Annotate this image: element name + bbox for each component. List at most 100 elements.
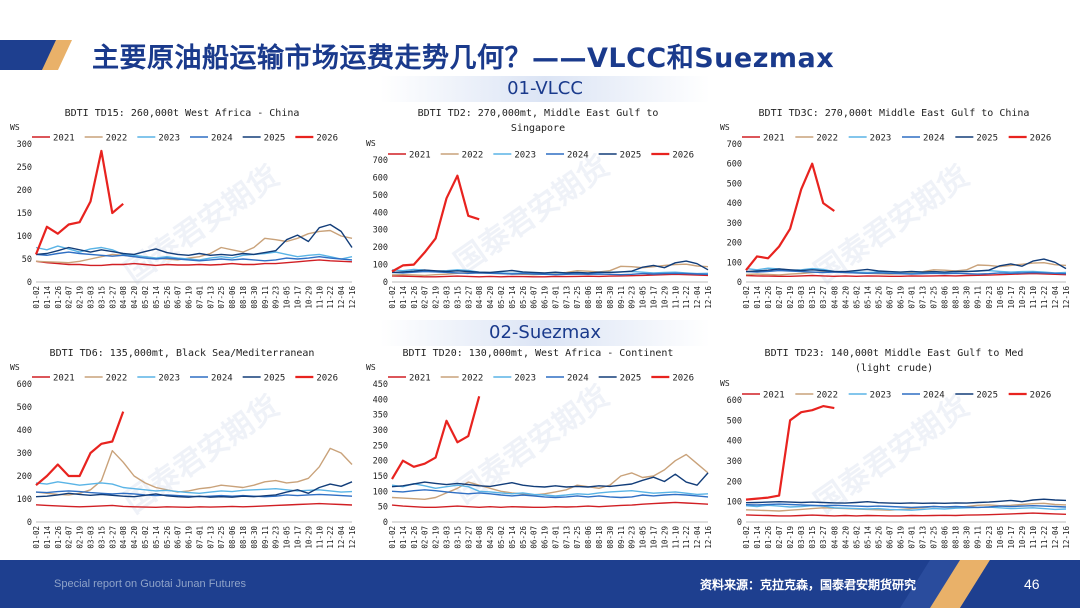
legend-label-2025: 2025 <box>976 391 998 401</box>
x-tick-label: 05-26 <box>519 286 528 309</box>
y-tick-label: 0 <box>383 278 388 288</box>
series-line-2026 <box>745 162 835 271</box>
x-tick-label: 12-04 <box>693 526 702 549</box>
section-label-vlcc: 01-VLCC <box>507 78 583 99</box>
section-band-vlcc <box>380 76 710 102</box>
x-tick-label: 11-10 <box>671 286 680 309</box>
footer-report-label: Special report on Guotai Junan Futures <box>54 578 247 590</box>
x-tick-label: 02-19 <box>76 526 85 549</box>
x-tick-label: 03-15 <box>97 526 106 549</box>
section-label-suezmax: 02-Suezmax <box>489 322 601 343</box>
chart-title: Singapore <box>511 123 565 134</box>
x-tick-label: 05-14 <box>863 286 872 309</box>
x-tick-label: 11-22 <box>682 526 691 549</box>
legend-label-2021: 2021 <box>763 391 785 401</box>
x-tick-label: 01-02 <box>742 526 751 549</box>
x-tick-label: 10-05 <box>283 286 292 309</box>
x-tick-label: 09-11 <box>617 526 626 549</box>
y-tick-label: 250 <box>373 441 388 451</box>
chart-td6: BDTI TD6: 135,000mt, Black Sea/Mediterra… <box>10 348 357 549</box>
x-tick-label: 06-07 <box>530 526 539 549</box>
x-tick-label: 01-26 <box>54 286 63 309</box>
series-line-2025 <box>391 260 709 274</box>
chart-title: BDTI TD23: 140,000t Middle East Gulf to … <box>765 348 1024 359</box>
x-tick-label: 04-20 <box>486 526 495 549</box>
x-tick-label: 01-14 <box>753 526 762 549</box>
x-tick-label: 06-07 <box>174 286 183 309</box>
x-tick-label: 05-02 <box>141 286 150 309</box>
x-tick-label: 12-16 <box>704 526 713 549</box>
x-tick-label: 01-26 <box>764 286 773 309</box>
series-line-2025 <box>35 223 353 256</box>
chart-title: BDTI TD15: 260,000t West Africa - China <box>65 108 300 119</box>
x-tick-label: 11-10 <box>1029 526 1038 549</box>
y-tick-label: 0 <box>737 518 742 528</box>
chart-td20: BDTI TD20: 130,000mt, West Africa - Cont… <box>366 348 713 549</box>
x-tick-label: 10-17 <box>650 286 659 309</box>
y-tick-label: 100 <box>17 232 32 242</box>
x-tick-label: 08-30 <box>963 286 972 309</box>
series-line-2026 <box>391 396 481 480</box>
legend-label-2024: 2024 <box>567 374 589 384</box>
chart-title: BDTI TD20: 130,000mt, West Africa - Cont… <box>403 348 674 359</box>
x-tick-label: 06-19 <box>896 526 905 549</box>
legend-label-2023: 2023 <box>514 374 536 384</box>
y-axis-unit: WS <box>10 363 20 372</box>
x-tick-label: 01-14 <box>43 526 52 549</box>
x-tick-label: 07-01 <box>551 526 560 549</box>
x-tick-label: 11-10 <box>1029 286 1038 309</box>
y-tick-label: 0 <box>383 518 388 528</box>
x-tick-label: 08-06 <box>941 526 950 549</box>
y-axis-unit: WS <box>720 379 730 388</box>
x-tick-label: 05-02 <box>852 526 861 549</box>
x-tick-label: 01-02 <box>388 286 397 309</box>
y-tick-label: 400 <box>17 426 32 436</box>
x-tick-label: 01-26 <box>410 286 419 309</box>
series-line-2023 <box>745 504 1067 511</box>
title-accent-bar <box>0 40 72 70</box>
x-tick-label: 07-01 <box>908 286 917 309</box>
x-tick-label: 08-06 <box>941 286 950 309</box>
x-tick-label: 03-27 <box>464 286 473 309</box>
x-tick-label: 10-05 <box>996 286 1005 309</box>
y-tick-label: 200 <box>17 186 32 196</box>
y-tick-label: 600 <box>727 160 742 170</box>
legend-label-2025: 2025 <box>976 134 998 144</box>
x-tick-label: 07-25 <box>930 286 939 309</box>
x-tick-label: 03-27 <box>464 526 473 549</box>
x-tick-label: 09-23 <box>985 526 994 549</box>
y-tick-label: 50 <box>378 503 388 513</box>
series-line-2026 <box>34 149 124 255</box>
y-tick-label: 300 <box>17 140 32 150</box>
x-tick-label: 08-18 <box>952 286 961 309</box>
x-tick-label: 07-13 <box>562 286 571 309</box>
x-tick-label: 06-19 <box>185 526 194 549</box>
x-tick-label: 06-19 <box>541 526 550 549</box>
y-tick-label: 0 <box>27 518 32 528</box>
x-tick-label: 05-02 <box>141 526 150 549</box>
y-tick-label: 200 <box>727 239 742 249</box>
series-line-2022 <box>35 229 353 264</box>
x-tick-label: 07-25 <box>217 526 226 549</box>
x-tick-label: 04-08 <box>475 286 484 309</box>
legend-label-2025: 2025 <box>620 374 642 384</box>
x-tick-label: 08-18 <box>239 526 248 549</box>
x-tick-label: 06-07 <box>885 286 894 309</box>
y-tick-label: 700 <box>373 156 388 166</box>
x-tick-label: 03-27 <box>819 286 828 309</box>
series-line-2021 <box>745 272 1067 277</box>
x-tick-label: 04-20 <box>841 526 850 549</box>
x-tick-label: 05-26 <box>163 526 172 549</box>
series-line-2026 <box>35 411 125 487</box>
series-line-2023 <box>391 483 709 497</box>
x-tick-label: 04-20 <box>486 286 495 309</box>
x-tick-label: 02-19 <box>786 286 795 309</box>
footer-bar <box>0 560 1080 608</box>
y-tick-label: 500 <box>373 191 388 201</box>
series-line-2021 <box>35 502 353 508</box>
x-tick-label: 12-16 <box>704 286 713 309</box>
x-tick-label: 09-11 <box>261 526 270 549</box>
legend-label-2022: 2022 <box>106 374 128 384</box>
legend-label-2024: 2024 <box>211 134 233 144</box>
x-tick-label: 01-02 <box>32 526 41 549</box>
